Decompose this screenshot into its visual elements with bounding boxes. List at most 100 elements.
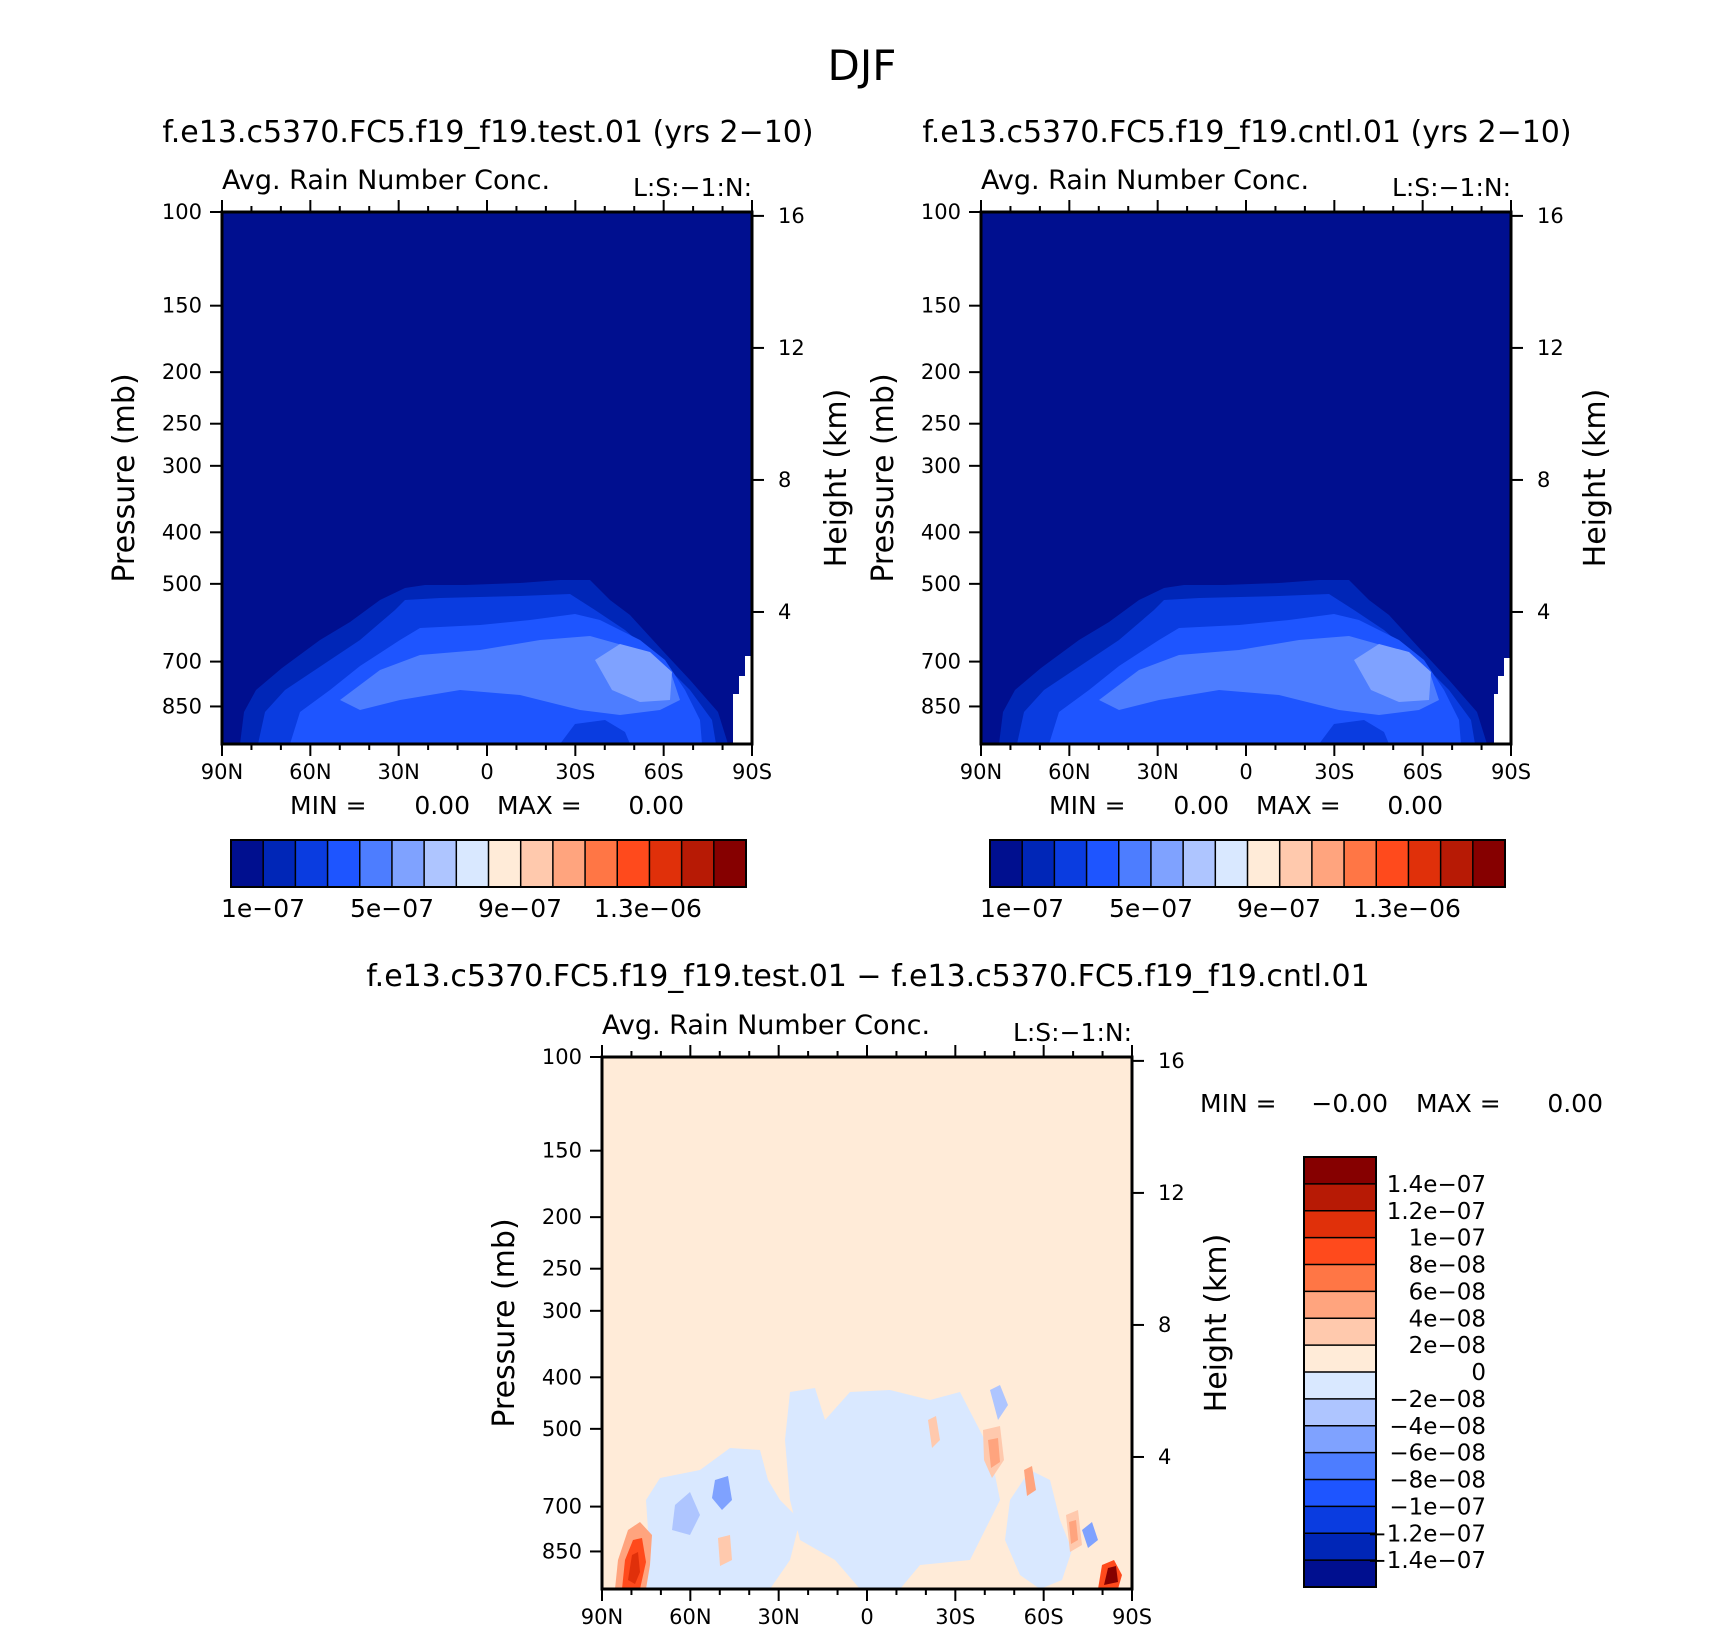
panel-test-colorbar-box-2 bbox=[295, 840, 329, 887]
panel-test-colorbar-box-13 bbox=[649, 840, 683, 887]
panel-diff-colorbar-frame bbox=[1303, 1156, 1377, 1588]
panel-diff-ytick-label-5: 400 bbox=[542, 1365, 582, 1389]
panel-test-ytick-label-5: 400 bbox=[162, 520, 202, 544]
panel-test-colorbar-box-6 bbox=[424, 840, 457, 887]
panel-cntl-colorbar-box-10 bbox=[1311, 840, 1345, 887]
panel-test-htick-label-0: 16 bbox=[778, 204, 805, 228]
panel-test-colorbar-box-10 bbox=[552, 840, 586, 887]
panel-diff-neg-3 bbox=[990, 1385, 1008, 1420]
panel-test-colorbar-box-7 bbox=[456, 840, 489, 887]
panel-cntl-xtick-label-6: 90S bbox=[1491, 760, 1531, 784]
panel-test-contour-5 bbox=[595, 644, 672, 702]
panel-test-colorbar-frame bbox=[230, 839, 747, 888]
panel-cntl-max-value: 0.00 bbox=[1387, 791, 1443, 820]
panel-test-ytick-label-4: 300 bbox=[162, 454, 202, 478]
panel-cntl-label-right: L:S:−1:N: bbox=[1392, 173, 1511, 202]
panel-test-xtick-label-1: 60N bbox=[289, 760, 331, 784]
panel-cntl-htick-label-0: 16 bbox=[1537, 204, 1564, 228]
panel-diff-ytick-label-2: 200 bbox=[542, 1205, 582, 1229]
panel-test-xtick-label-0: 90N bbox=[201, 760, 243, 784]
panel-test-yaxis: 100 150 200 250 300 400 500 700 850 bbox=[162, 200, 222, 718]
panel-diff-colorbar-box-5 bbox=[1304, 1291, 1376, 1319]
panel-cntl-yaxis-right: 16 12 8 4 bbox=[1511, 204, 1564, 624]
panel-test-max-value: 0.00 bbox=[628, 791, 684, 820]
panel-test-htick-label-1: 12 bbox=[778, 336, 805, 360]
panel-cntl-xtick-label-2: 30N bbox=[1136, 760, 1178, 784]
panel-cntl-colorbar-box-5 bbox=[1150, 840, 1184, 887]
panel-diff-colorbar-box-9 bbox=[1304, 1398, 1376, 1427]
panel-diff-plot-title: Avg. Rain Number Conc. bbox=[602, 1010, 930, 1041]
panel-test-colorbar-box-3 bbox=[327, 840, 361, 887]
panel-diff-max-south-core bbox=[1104, 1566, 1118, 1585]
panel-diff-colorbar-box-6 bbox=[1304, 1318, 1376, 1346]
panel-diff-htick-label-3: 4 bbox=[1158, 1445, 1171, 1469]
panel-test-ylabel: Pressure (mb) bbox=[107, 373, 142, 582]
panel-diff-colorbar: 1.4e−071.2e−071e−078e−086e−084e−082e−080… bbox=[1303, 1156, 1486, 1588]
panel-cntl-colorbar-box-8 bbox=[1247, 840, 1281, 887]
panel-test-colorbar-box-15 bbox=[713, 840, 747, 887]
panel-diff-colorbar-label-14: −1.4e−07 bbox=[1367, 1548, 1486, 1574]
panel-cntl-colorbar-box-12 bbox=[1376, 840, 1409, 887]
panel-test-colorbar-box-1 bbox=[263, 840, 296, 887]
panel-diff-pos-7 bbox=[1069, 1520, 1078, 1544]
panel-diff-ylabel-right: Height (km) bbox=[1199, 1234, 1234, 1413]
panel-cntl-colorbar-box-0 bbox=[990, 840, 1023, 887]
panel-test-xaxis: 90N 60N 30N 0 30S 60S 90S bbox=[201, 200, 772, 784]
panel-cntl-contour-4 bbox=[1099, 636, 1439, 715]
panel-test-ytick-label-3: 250 bbox=[162, 412, 202, 436]
panel-diff-xtick-label-1: 60N bbox=[669, 1605, 711, 1626]
panel-cntl-colorbar-label-3: 9e−07 bbox=[1237, 894, 1321, 923]
panel-diff-min-value: −0.00 bbox=[1311, 1089, 1388, 1118]
panel-test-xtick-label-2: 30N bbox=[377, 760, 419, 784]
panel-cntl-ytick-label-8: 850 bbox=[921, 694, 961, 718]
panel-diff-xtick-label-4: 30S bbox=[935, 1605, 975, 1626]
panel-diff-colorbar-box-2 bbox=[1304, 1210, 1376, 1239]
panel-cntl-yaxis: 100 150 200 250 300 400 500 700 850 bbox=[921, 200, 981, 718]
panel-diff-colorbar-box-3 bbox=[1304, 1237, 1376, 1265]
panel-test-case-title: f.e13.c5370.FC5.f19_f19.test.01 (yrs 2−1… bbox=[162, 115, 813, 150]
panel-cntl-htick-label-3: 4 bbox=[1537, 600, 1550, 624]
panel-diff-max-value: 0.00 bbox=[1547, 1089, 1603, 1118]
panel-test-contour-4 bbox=[340, 636, 680, 715]
panel-test-colorbar bbox=[230, 839, 747, 888]
panel-diff-colorbar-label-7: 0 bbox=[1471, 1360, 1486, 1386]
panel-test-colorbar-box-8 bbox=[488, 840, 522, 887]
panel-diff-colorbar-label-4: 6e−08 bbox=[1409, 1279, 1486, 1305]
panel-test-plot bbox=[222, 212, 752, 744]
panel-cntl-ytick-label-2: 200 bbox=[921, 360, 961, 384]
panel-cntl-colorbar-box-14 bbox=[1440, 840, 1474, 887]
panel-diff-colorbar-label-2: 1e−07 bbox=[1409, 1226, 1486, 1252]
panel-diff-ytick-label-4: 300 bbox=[542, 1299, 582, 1323]
panel-cntl-colorbar-box-6 bbox=[1183, 840, 1216, 887]
panel-test-colorbar-box-11 bbox=[585, 840, 618, 887]
panel-diff-htick-label-2: 8 bbox=[1158, 1313, 1171, 1337]
panel-test-colorbar-label-2: 5e−07 bbox=[350, 894, 434, 923]
panel-diff: f.e13.c5370.FC5.f19_f19.test.01 − f.e13.… bbox=[366, 959, 1603, 1626]
panel-diff-ytick-label-7: 700 bbox=[542, 1495, 582, 1519]
panel-cntl-plot bbox=[981, 212, 1511, 744]
panel-cntl-ytick-label-0: 100 bbox=[921, 200, 961, 224]
panel-cntl-ylabel: Pressure (mb) bbox=[866, 373, 901, 582]
panel-cntl-colorbar-box-11 bbox=[1344, 840, 1377, 887]
panel-test-colorbar-label-1: 1e−07 bbox=[221, 894, 305, 923]
panel-cntl-xtick-label-5: 60S bbox=[1403, 760, 1443, 784]
panel-diff-colorbar-box-11 bbox=[1304, 1452, 1376, 1480]
panel-diff-colorbar-box-12 bbox=[1304, 1479, 1376, 1507]
panel-diff-colorbar-box-15 bbox=[1304, 1560, 1376, 1588]
panel-diff-ytick-label-3: 250 bbox=[542, 1257, 582, 1281]
panel-cntl-xtick-label-1: 60N bbox=[1048, 760, 1090, 784]
panel-cntl-xaxis: 90N 60N 30N 0 30S 60S 90S bbox=[960, 200, 1531, 784]
panel-diff-colorbar-label-3: 8e−08 bbox=[1409, 1253, 1486, 1279]
panel-cntl-ytick-label-4: 300 bbox=[921, 454, 961, 478]
panel-test-min-label: MIN = bbox=[290, 791, 367, 820]
panel-diff-plot bbox=[602, 1057, 1132, 1589]
panel-test-ytick-label-2: 200 bbox=[162, 360, 202, 384]
panel-cntl-colorbar-box-4 bbox=[1118, 840, 1152, 887]
panel-cntl-colorbar bbox=[989, 839, 1506, 888]
panel-diff-colorbar-box-1 bbox=[1304, 1183, 1376, 1212]
panel-cntl-case-title: f.e13.c5370.FC5.f19_f19.cntl.01 (yrs 2−1… bbox=[922, 115, 1571, 150]
panel-cntl-min-label: MIN = bbox=[1049, 791, 1126, 820]
panel-test-colorbar-box-9 bbox=[520, 840, 554, 887]
panel-diff-htick-label-0: 16 bbox=[1158, 1049, 1185, 1073]
